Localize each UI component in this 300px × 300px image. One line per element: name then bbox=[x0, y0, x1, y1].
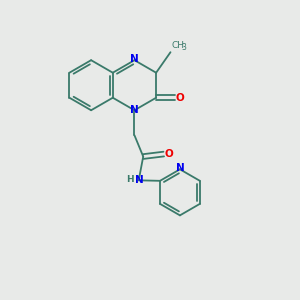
Text: O: O bbox=[165, 149, 173, 159]
Text: O: O bbox=[176, 93, 184, 103]
Text: 3: 3 bbox=[182, 43, 186, 52]
Text: N: N bbox=[130, 105, 139, 115]
Text: N: N bbox=[135, 175, 144, 185]
Text: H: H bbox=[126, 175, 134, 184]
Text: N: N bbox=[176, 164, 184, 173]
Text: CH: CH bbox=[172, 41, 185, 50]
Text: N: N bbox=[130, 54, 139, 64]
